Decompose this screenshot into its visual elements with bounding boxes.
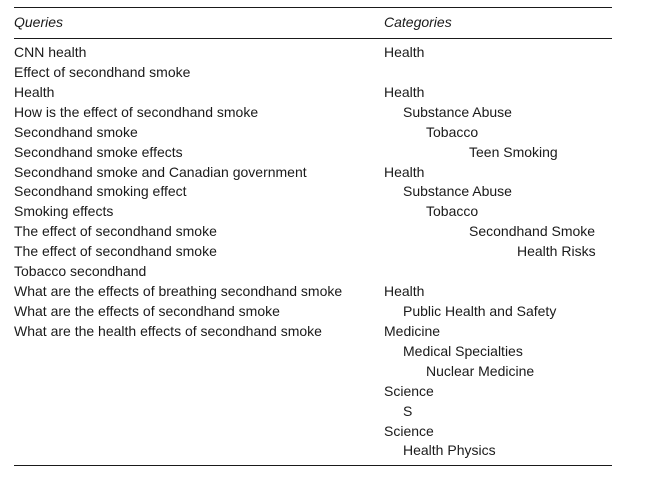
category-item: S [403, 402, 413, 419]
bottom-rule [14, 465, 612, 466]
category-item: Health [384, 163, 425, 180]
category-item: Health Risks [517, 243, 596, 260]
category-item: Health Physics [403, 442, 496, 459]
query-item: Health [14, 83, 55, 100]
query-item: Secondhand smoke and Canadian government [14, 163, 307, 180]
category-item: Medical Specialties [403, 342, 523, 359]
category-item: Substance Abuse [403, 183, 512, 200]
category-item: Tobacco [426, 203, 479, 220]
categories-header: Categories [384, 14, 452, 30]
category-item: Secondhand Smoke [469, 223, 596, 240]
category-item [384, 262, 596, 282]
queries-header: Queries [14, 14, 64, 30]
query-item: Secondhand smoke [14, 123, 138, 140]
query-item: Smoking effects [14, 203, 114, 220]
category-item: Nuclear Medicine [426, 362, 535, 379]
query-item: What are the health effects of secondhan… [14, 322, 322, 339]
category-item: Health [384, 83, 425, 100]
top-rule [14, 7, 612, 8]
query-item: What are the effects of breathing second… [14, 283, 343, 300]
category-item: Tobacco [426, 123, 479, 140]
query-item: The effect of secondhand smoke [14, 223, 217, 240]
query-item: The effect of secondhand smoke [14, 243, 217, 260]
category-item: Substance Abuse [403, 103, 512, 120]
query-item: Secondhand smoking effect [14, 183, 187, 200]
query-item: How is the effect of secondhand smoke [14, 103, 259, 120]
query-item: Tobacco secondhand [14, 263, 147, 280]
query-item: What are the effects of secondhand smoke [14, 302, 280, 319]
query-item: CNN health [14, 44, 87, 60]
query-item: Effect of secondhand smoke [14, 63, 191, 80]
category-item: Teen Smoking [469, 143, 558, 160]
category-item: Medicine [384, 322, 441, 339]
queries-column: CNN health Effect of secondhand smoke Heal… [14, 43, 342, 342]
header-rule [14, 38, 612, 39]
category-item: Health [384, 44, 425, 60]
category-item [384, 63, 596, 83]
category-item: Science [384, 382, 434, 399]
query-item: Secondhand smoke effects [14, 143, 183, 160]
category-item: Public Health and Safety [403, 302, 557, 319]
categories-column: Health Health Substance Abuse Tobacco Teen S… [384, 43, 596, 461]
category-item: Science [384, 422, 434, 439]
category-item: Health [384, 283, 425, 300]
